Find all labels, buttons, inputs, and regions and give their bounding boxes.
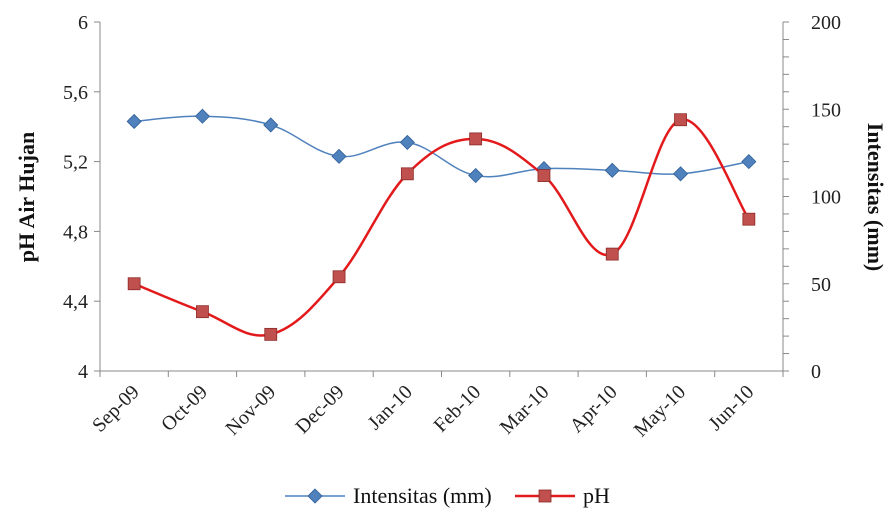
y-right-tick-label: 200 [811,12,841,34]
data-point-ph [332,270,346,284]
series-line-intensitas [134,115,749,178]
data-point-intensitas [194,108,211,124]
x-tick-label: Oct-09 [157,381,212,436]
data-point-ph [742,212,756,226]
y-axis-left-title: pH Air Hujan [14,132,39,262]
data-point-intensitas [468,167,484,184]
legend: Intensitas (mm) pH [285,483,610,508]
y-left-tick-label: 6 [78,12,88,34]
legend-marker-intensitas [307,488,323,504]
x-tick-label: Jun-10 [704,381,758,435]
data-point-ph [469,132,483,146]
x-tick-label: Apr-10 [566,381,622,437]
x-tick-label: Sep-09 [88,381,144,437]
y-left-tick-label: 4,8 [63,221,88,243]
data-point-intensitas [126,113,142,130]
axes [99,22,784,372]
x-tick-label: Feb-10 [430,381,486,437]
left-axis-ticks: 4 4,4 4,8 5,2 5,6 6 [63,12,100,383]
x-tick-label: May-10 [630,381,690,441]
data-point-intensitas [263,117,279,133]
series-intensitas [126,108,757,184]
x-tick-label: Nov-09 [222,381,281,440]
right-axis-ticks: 0 50 100 150 200 [783,12,841,383]
series-line-ph [133,118,750,337]
legend-label-intensitas: Intensitas (mm) [353,483,492,508]
y-right-tick-label: 0 [811,361,821,383]
data-point-ph [264,327,278,341]
y-right-tick-label: 150 [811,99,841,121]
y-right-tick-label: 100 [811,187,841,209]
data-point-ph [605,247,619,261]
y-left-tick-label: 5,2 [63,152,88,174]
data-point-ph [537,169,551,182]
data-point-intensitas [399,134,415,150]
data-point-ph [196,305,209,319]
data-point-intensitas [741,154,757,170]
data-point-intensitas [331,148,347,164]
y-left-tick-label: 4,4 [63,291,88,313]
x-tick-label: Jan-10 [364,381,417,434]
data-point-ph [674,113,687,127]
y-left-tick-label: 4 [78,361,88,383]
data-point-intensitas [672,166,689,182]
x-axis-ticks: Sep-09 Oct-09 Nov-09 Dec-09 Jan-10 Feb-10 Mar-… [88,371,784,441]
y-left-tick-label: 5,6 [63,82,88,104]
data-point-intensitas [604,162,620,178]
data-point-ph [400,167,414,181]
data-point-ph [127,277,141,291]
x-tick-label: Dec-09 [291,381,348,438]
series-ph [127,113,756,341]
legend-label-ph: pH [583,483,610,508]
y-axis-right-title: Intensitas (mm) [863,123,884,272]
x-tick-label: Mar-10 [496,381,554,439]
legend-marker-ph [538,489,552,503]
y-right-tick-label: 50 [811,274,831,296]
series-layer [126,108,757,341]
